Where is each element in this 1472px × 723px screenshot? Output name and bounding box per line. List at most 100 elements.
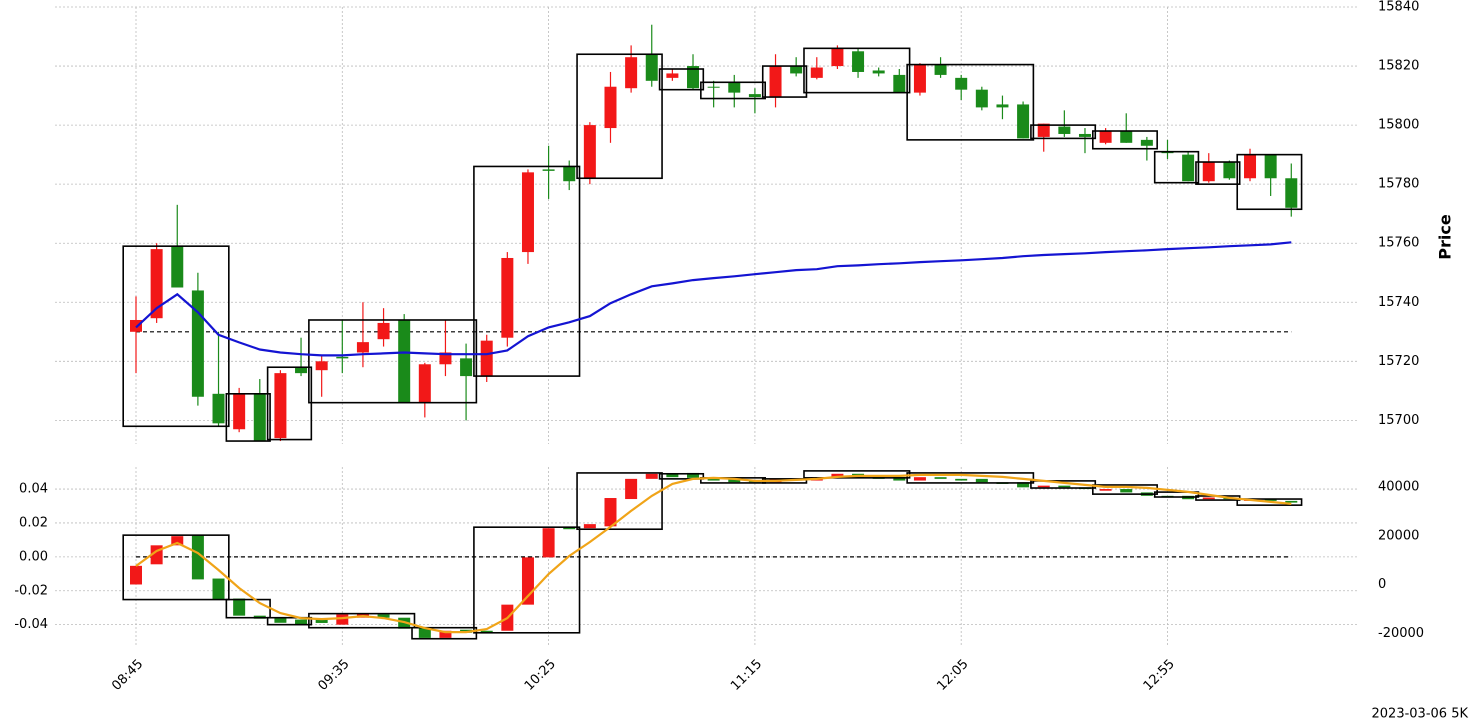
candle-body [728, 478, 741, 483]
footer: 2023-03-06 5K [1372, 707, 1469, 722]
candle-body [1202, 497, 1215, 500]
candle-body [418, 627, 431, 638]
candle-body [645, 473, 658, 479]
candle-body [728, 82, 741, 93]
candle-body [212, 578, 225, 600]
candle-body [1285, 178, 1298, 208]
candle-body [831, 48, 844, 67]
candle-body [810, 67, 823, 78]
range-box [576, 472, 663, 531]
candle-body [521, 172, 534, 253]
candle-body [1202, 162, 1215, 182]
candle-body [439, 630, 452, 638]
candle-body [130, 319, 142, 332]
candle-body [191, 290, 204, 397]
candle-body [583, 125, 596, 179]
candle-body [171, 246, 184, 288]
candle-body [191, 535, 204, 580]
candle-body [707, 86, 720, 88]
candle-body [996, 104, 1009, 108]
range-box [1092, 130, 1158, 150]
candle-body [1017, 104, 1030, 139]
candle-body [480, 630, 493, 633]
candle-body [336, 356, 349, 359]
candle-body [831, 473, 844, 478]
candle-body [1140, 139, 1153, 146]
y-tick-label: 15800 [1378, 118, 1419, 133]
candle-body [790, 66, 803, 74]
candle-body [398, 319, 411, 403]
range-box [473, 526, 581, 634]
candle-body [934, 477, 947, 479]
candle-body [480, 340, 493, 377]
range-box [1153, 491, 1200, 498]
x-tick-label: 10:25 [522, 657, 559, 694]
candle-body [1099, 489, 1112, 491]
candle-body [171, 536, 184, 546]
candle-body [1099, 131, 1112, 143]
candle-body [130, 565, 142, 585]
candle-body [274, 617, 287, 623]
candle-body [356, 342, 369, 353]
candle-body [687, 66, 700, 89]
range-box [225, 598, 271, 619]
x-tick-label: 11:15 [728, 657, 765, 694]
candle-body [893, 74, 906, 93]
candle-body [913, 477, 926, 481]
range-box [122, 245, 230, 428]
candle-body [1037, 485, 1050, 488]
x-tick-label: 09:35 [316, 657, 353, 694]
candle-body [1182, 154, 1195, 182]
candle-body [315, 361, 328, 371]
candle-body [975, 478, 988, 483]
y-tick-label: 0.02 [19, 515, 48, 530]
candle-body [1285, 500, 1298, 503]
candle-body [1078, 133, 1091, 137]
candle-body [666, 473, 679, 478]
range-box [308, 319, 478, 404]
candle-body [542, 169, 555, 171]
y-tick-label: 0.00 [19, 549, 48, 564]
candle-body [1223, 162, 1236, 179]
candle-body [852, 51, 865, 72]
y2-tick-label: 0 [1378, 577, 1386, 592]
line-series [135, 473, 1292, 634]
candle-body [893, 477, 906, 481]
candle-body [253, 393, 266, 442]
candle-body [377, 614, 390, 618]
y-tick-label: 15820 [1378, 59, 1419, 74]
candle-body [542, 528, 555, 558]
range-box [1236, 498, 1303, 506]
range-box [906, 472, 1035, 484]
candle-body [233, 393, 246, 430]
candle-body [315, 619, 328, 623]
candle-body [769, 66, 782, 98]
candle-body [955, 478, 968, 481]
range-box [225, 393, 271, 442]
y-tick-label: 15700 [1378, 413, 1419, 428]
line-series [135, 241, 1292, 357]
candle-body [872, 70, 885, 74]
y-tick-label: -0.02 [14, 583, 48, 598]
candle-body [1037, 123, 1050, 137]
x-tick-label: 12:55 [1141, 657, 1178, 694]
range-box [308, 612, 416, 629]
candle-body [274, 373, 287, 439]
y-tick-label: 15740 [1378, 295, 1419, 310]
range-box [803, 47, 911, 94]
candle-body [377, 322, 390, 340]
x-tick-label: 08:45 [109, 657, 146, 694]
range-box [576, 53, 663, 180]
candle-body [439, 352, 452, 365]
y-tick-label: 0.04 [19, 482, 48, 497]
range-box [266, 366, 313, 441]
candle-body [645, 54, 658, 81]
range-box [700, 81, 767, 100]
candle-body [295, 619, 308, 625]
range-box [761, 65, 808, 98]
y-tick-label: 15760 [1378, 236, 1419, 251]
range-box [1195, 161, 1241, 185]
x-tick-label: 12:05 [934, 657, 971, 694]
